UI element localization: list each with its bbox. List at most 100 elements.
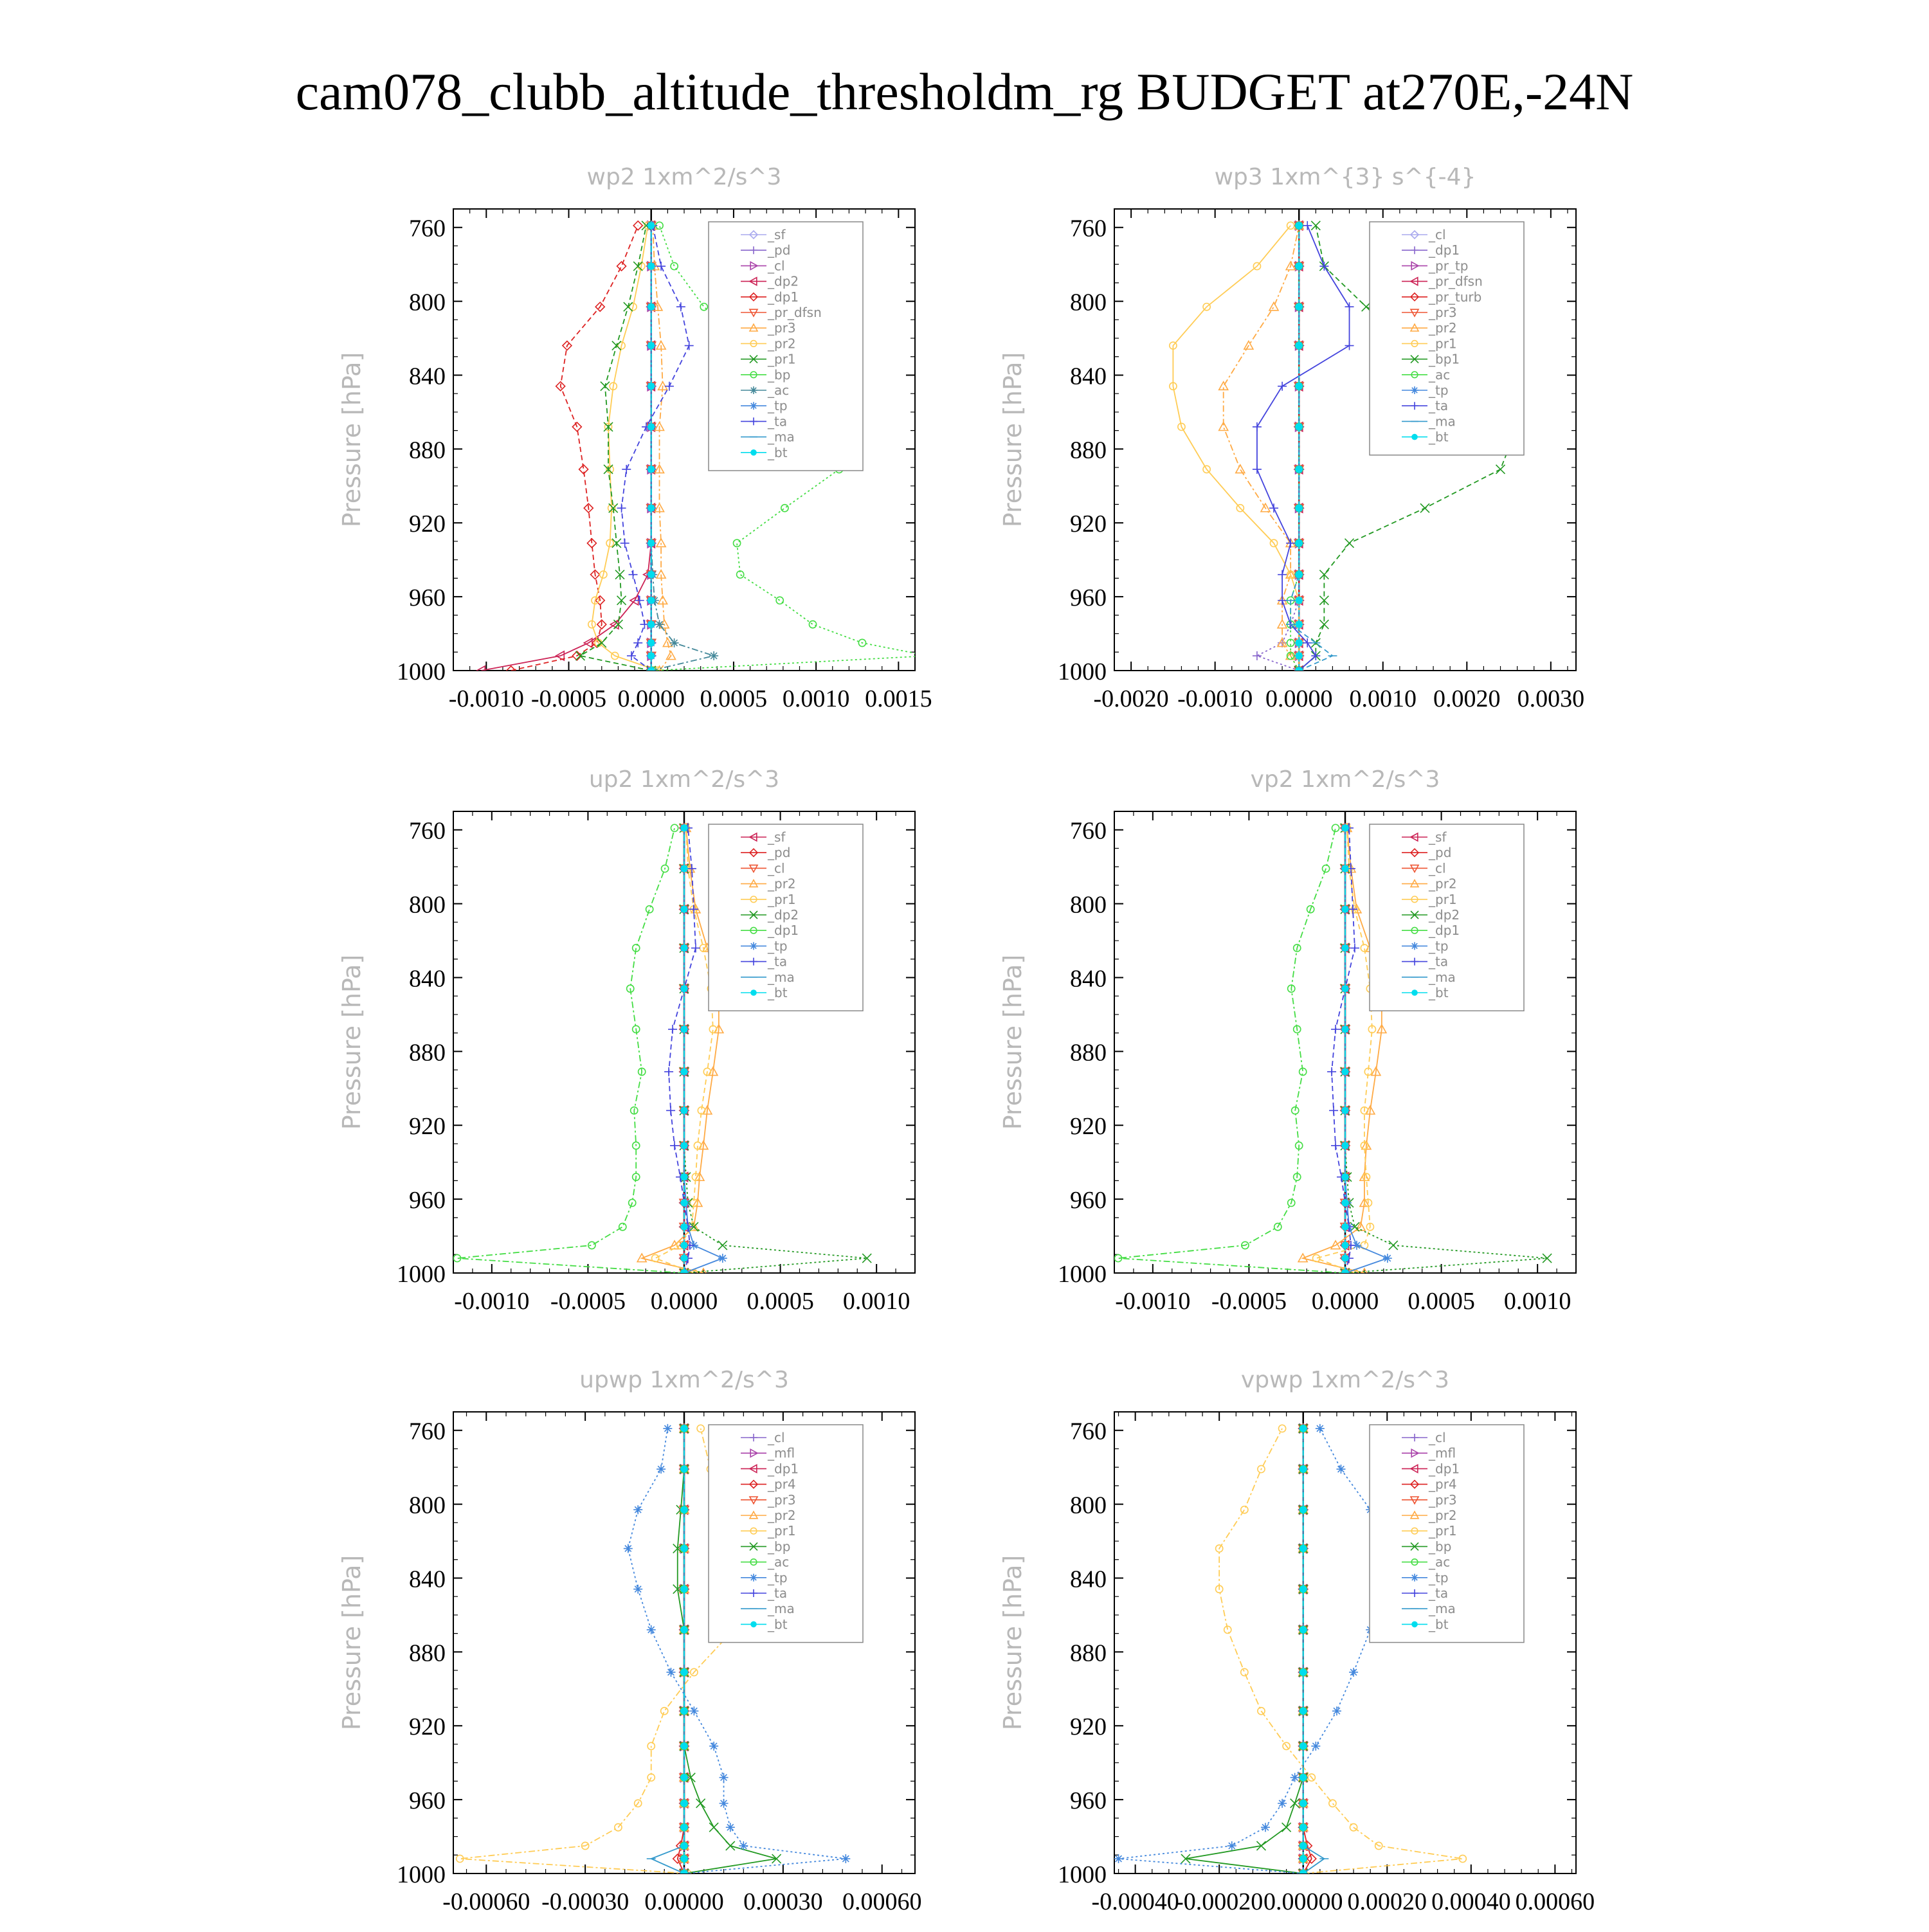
circle-marker [1236, 503, 1245, 512]
legend: _cl_dp1_pr_tp_pr_dfsn_pr_turb_pr3_pr2_pr… [1369, 221, 1525, 456]
circle-marker [1257, 1706, 1265, 1715]
circle-marker [1294, 1141, 1303, 1150]
y-axis-label: Pressure [hPa] [338, 955, 366, 1130]
asterisk-marker [709, 651, 719, 661]
x-marker [1256, 1841, 1267, 1851]
plus-marker [1411, 1589, 1418, 1597]
legend-label: _mfl [1428, 1445, 1456, 1461]
x-marker [1310, 221, 1321, 231]
diamond-marker [555, 381, 566, 392]
plus-marker [750, 1589, 757, 1597]
diamond-marker [596, 619, 607, 630]
circle-marker [1312, 1254, 1321, 1263]
triangle-up-marker [655, 537, 667, 548]
chart-panel: up2 1xm^2/s^3 Pressure [hPa] 760 800 840 880 9… [338, 766, 916, 1315]
chart-panel: vp2 1xm^2/s^3 Pressure [hPa] 760 800 840 880 9… [999, 766, 1577, 1315]
legend-label: _pd [767, 242, 790, 258]
legend-label: _tp [767, 398, 788, 413]
dot-marker [680, 1707, 688, 1715]
legend-label: _pr1 [767, 1523, 796, 1539]
triangle-down-marker [748, 1496, 759, 1505]
circle-marker [606, 539, 615, 548]
x-marker [862, 1253, 872, 1263]
legend-label: _dp1 [767, 923, 799, 938]
y-tick-label: 920 [1070, 1113, 1107, 1140]
x-marker [1410, 910, 1419, 919]
x-tick-label: 0.00000 [1263, 1888, 1343, 1915]
legend-box [1369, 824, 1525, 1011]
diamond-marker [595, 595, 606, 606]
plus-marker [1345, 341, 1354, 350]
x-tick-label: 0.0030 [1517, 685, 1585, 712]
triangle-up-marker [666, 650, 676, 660]
dot-marker [648, 465, 655, 473]
dot-marker [1300, 1506, 1307, 1513]
circle-marker [633, 1799, 642, 1808]
circle-marker [1286, 651, 1295, 660]
asterisk-marker [623, 1544, 633, 1553]
plus-marker [622, 464, 631, 474]
asterisk-marker [1315, 1423, 1325, 1433]
legend-label: _pr3 [1428, 305, 1457, 320]
circle-marker [1360, 1141, 1369, 1150]
x-marker [600, 381, 610, 392]
legend-label: _cl [767, 1430, 785, 1445]
x-tick-label: 0.0010 [1504, 1288, 1571, 1315]
legend-label: _cl [1428, 860, 1446, 876]
legend-label: _bt [767, 445, 788, 460]
plus-marker [670, 1141, 680, 1150]
legend-label: _sf [767, 227, 786, 242]
asterisk-marker [1114, 1854, 1123, 1864]
x-marker [1410, 355, 1419, 364]
dot-marker [648, 571, 655, 579]
plus-marker [1303, 638, 1312, 647]
dot-marker [680, 1626, 688, 1634]
triangle-down-marker [748, 309, 759, 318]
circle-marker [614, 1823, 622, 1832]
legend-label: _cl [767, 258, 785, 273]
y-tick-label: 920 [409, 1713, 446, 1740]
circle-marker [1273, 1222, 1282, 1231]
legend-label: _ma [767, 970, 795, 985]
triangle-up-marker [657, 595, 669, 605]
dot-marker [1341, 1142, 1349, 1150]
circle-marker [1458, 1854, 1467, 1863]
x-tick-label: -0.00060 [442, 1888, 530, 1915]
y-tick-label: 920 [409, 1113, 446, 1140]
triangle-down-marker [748, 864, 759, 874]
circle-marker [617, 341, 626, 350]
legend-label: _ta [1428, 954, 1448, 970]
triangle-up-marker [654, 502, 665, 512]
circle-marker [629, 302, 637, 311]
legend-label: _ta [1428, 1585, 1448, 1601]
triangle-down-marker [1409, 1496, 1420, 1505]
circle-marker [670, 262, 679, 271]
circle-marker [1282, 1742, 1291, 1751]
circle-marker [1366, 1222, 1375, 1231]
circle-marker [1257, 1465, 1265, 1474]
circle-marker [631, 1173, 640, 1182]
triangle-up-marker [1330, 1240, 1341, 1250]
dot-marker [1295, 652, 1303, 660]
asterisk-marker [1352, 1240, 1361, 1250]
circle-marker [1321, 864, 1330, 873]
circle-marker [631, 944, 640, 952]
circle-marker [1202, 302, 1211, 311]
plus-marker [676, 302, 685, 312]
y-tick-label: 760 [1070, 818, 1107, 845]
dot-marker [680, 865, 688, 872]
dot-marker [680, 1742, 688, 1750]
asterisk-marker [709, 1741, 719, 1751]
series-line [1301, 827, 1382, 1273]
dot-marker [680, 905, 688, 913]
dot-marker [1341, 985, 1349, 993]
y-tick-label: 840 [1070, 363, 1107, 390]
circle-marker [700, 302, 709, 311]
x-tick-label: -0.0010 [449, 685, 524, 712]
circle-marker [1278, 1424, 1287, 1433]
triangle-left-marker [748, 1464, 757, 1474]
plus-marker [1411, 246, 1418, 255]
legend-label: _ma [1428, 1601, 1456, 1616]
circle-marker [750, 1558, 757, 1566]
